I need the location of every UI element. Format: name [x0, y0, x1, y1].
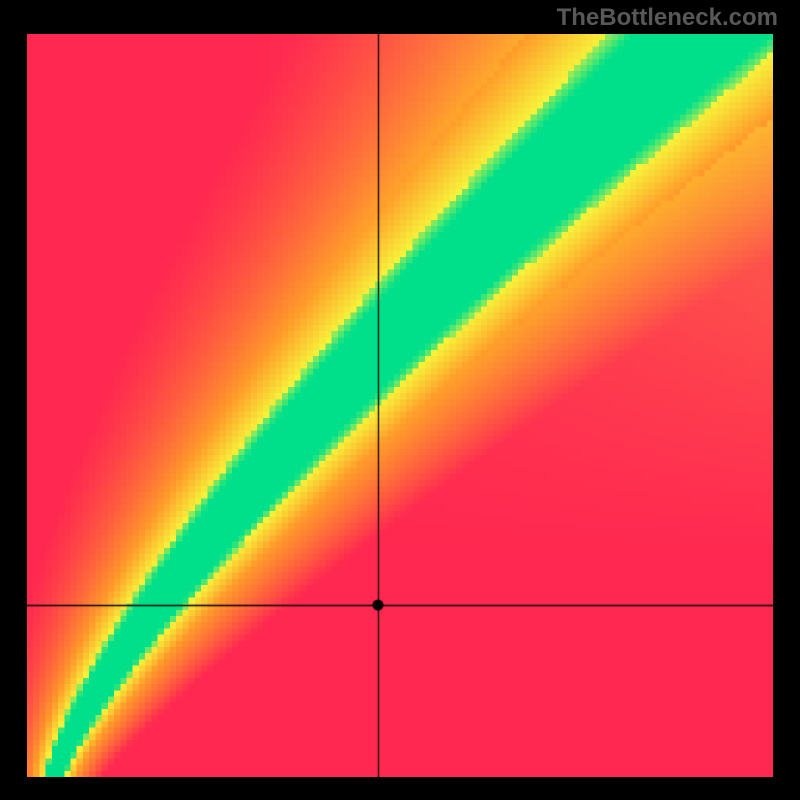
chart-container: TheBottleneck.com [0, 0, 800, 800]
crosshair-overlay [27, 34, 773, 777]
watermark-text: TheBottleneck.com [557, 4, 778, 32]
